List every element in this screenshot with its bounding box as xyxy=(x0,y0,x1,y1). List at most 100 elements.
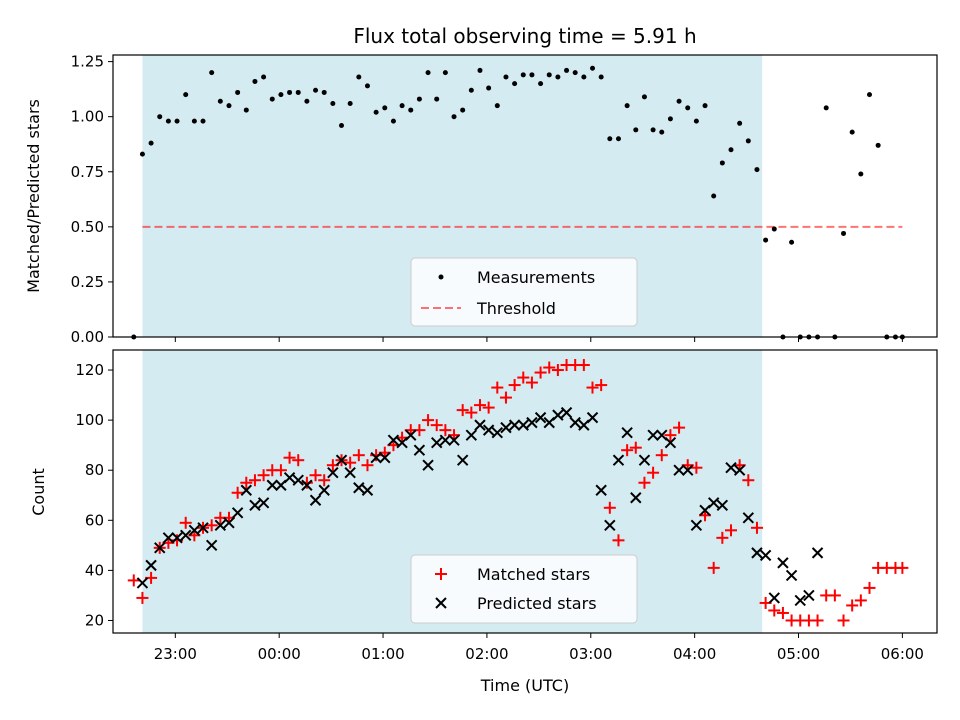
predicted-star-point xyxy=(733,464,746,476)
predicted-star-point xyxy=(197,522,209,534)
predicted-star-point xyxy=(612,454,625,466)
measurement-point xyxy=(512,81,518,87)
matched-star-point xyxy=(465,406,478,419)
measurement-point xyxy=(295,89,301,95)
measurement-point xyxy=(399,103,405,109)
measurement-point xyxy=(364,83,370,89)
measurement-point xyxy=(685,105,691,111)
measurement-point xyxy=(633,127,639,133)
x-tick-label: 02:00 xyxy=(465,645,508,663)
measurement-point xyxy=(754,167,760,173)
predicted-star-point xyxy=(526,416,538,429)
predicted-star-point xyxy=(439,434,452,446)
y-tick-label: 0.00 xyxy=(71,328,104,346)
measurement-point xyxy=(434,96,440,102)
measurement-point xyxy=(503,74,509,80)
predicted-star-point xyxy=(465,429,478,441)
measurement-point xyxy=(304,98,310,104)
predicted-star-point xyxy=(292,474,304,486)
x-axis-label: Time (UTC) xyxy=(480,676,569,695)
measurement-point xyxy=(789,239,795,245)
measurement-point xyxy=(572,70,578,76)
predicted-star-point xyxy=(387,434,400,446)
predicted-star-point xyxy=(482,424,495,436)
top-plot-frame xyxy=(112,54,938,338)
measurement-legend-label: Measurements xyxy=(477,268,595,287)
predicted-star-point xyxy=(353,482,365,494)
measurement-point xyxy=(477,67,483,73)
matched-star-point xyxy=(248,474,261,487)
measurement-point xyxy=(390,118,396,124)
predicted-star-point xyxy=(569,416,581,429)
measurement-point xyxy=(287,89,293,95)
matched-star-point xyxy=(283,451,296,464)
matched-star-point xyxy=(638,476,651,489)
measurement-point xyxy=(235,89,241,95)
matched-star-point xyxy=(621,444,634,457)
y-tick-label: 120 xyxy=(75,361,104,379)
predicted-star-point xyxy=(517,419,529,431)
measurement-point xyxy=(468,87,474,93)
matched-star-point xyxy=(318,474,331,487)
bottom-x-axis: 23:00 00:00 01:00 02:00 03:00 04:00 05:00 06:00 xyxy=(154,633,924,663)
predicted-star-point xyxy=(707,497,720,509)
matched-star-point xyxy=(612,534,625,547)
matched-star-point xyxy=(344,456,357,469)
measurement-point xyxy=(339,123,345,128)
x-tick-label: 00:00 xyxy=(258,645,301,663)
predicted-star-point xyxy=(560,406,573,419)
x-tick-label: 03:00 xyxy=(569,645,612,663)
predicted-star-point xyxy=(604,519,616,532)
bottom-legend-box xyxy=(410,554,638,624)
predicted-star-point xyxy=(283,472,296,484)
predicted-legend-label: Predicted stars xyxy=(477,594,597,613)
measurement-legend-marker xyxy=(438,274,444,280)
measurement-point xyxy=(321,89,327,95)
matched-star-point xyxy=(577,359,590,372)
top-y-axis-label: Matched/Predicted stars xyxy=(24,99,43,293)
matched-star-point xyxy=(508,379,521,392)
measurement-point xyxy=(590,65,596,71)
matched-star-point xyxy=(361,459,374,472)
matched-star-point xyxy=(828,589,841,602)
predicted-star-point xyxy=(370,451,382,464)
measurement-point xyxy=(486,85,492,91)
measurement-point xyxy=(425,70,431,76)
matched-star-point xyxy=(725,524,737,537)
top-legend: Measurements Threshold xyxy=(410,257,638,327)
matched-star-point xyxy=(422,414,435,427)
predicted-star-point xyxy=(162,532,175,544)
count-panel: 20 40 60 80 100 120 23:00 00:00 01:00 02:00 03:00… xyxy=(29,349,938,695)
measurement-point xyxy=(841,230,847,236)
measurement-point xyxy=(711,193,717,199)
x-tick-label: 06:00 xyxy=(881,645,924,663)
predicted-star-point xyxy=(171,532,183,544)
measurement-point xyxy=(278,92,284,98)
y-tick-label: 0.50 xyxy=(71,218,104,236)
matched-star-point xyxy=(517,371,530,384)
measurement-point xyxy=(382,105,388,111)
measurement-point xyxy=(183,92,189,98)
predicted-star-point xyxy=(690,519,703,532)
matched-star-points xyxy=(127,359,909,627)
matched-star-point xyxy=(274,464,287,477)
measurement-point xyxy=(313,87,319,93)
measurement-point xyxy=(226,103,232,109)
bottom-legend: Matched stars Predicted stars xyxy=(410,554,638,624)
measurement-point xyxy=(356,74,362,80)
predicted-star-point xyxy=(431,436,443,449)
matched-star-point xyxy=(603,501,616,514)
predicted-star-point xyxy=(621,426,633,439)
predicted-star-point xyxy=(249,499,261,511)
measurement-point xyxy=(347,100,353,106)
measurement-point xyxy=(607,136,613,142)
measurement-point xyxy=(191,118,197,124)
predicted-star-point xyxy=(474,419,486,431)
predicted-star-point xyxy=(327,467,339,479)
top-y-axis: 0.00 0.25 0.50 0.75 1.00 1.25 xyxy=(71,53,113,346)
y-tick-label: 1.25 xyxy=(71,53,104,71)
measurement-point xyxy=(858,171,864,177)
measurement-point xyxy=(676,98,682,104)
measurement-point xyxy=(416,96,422,102)
